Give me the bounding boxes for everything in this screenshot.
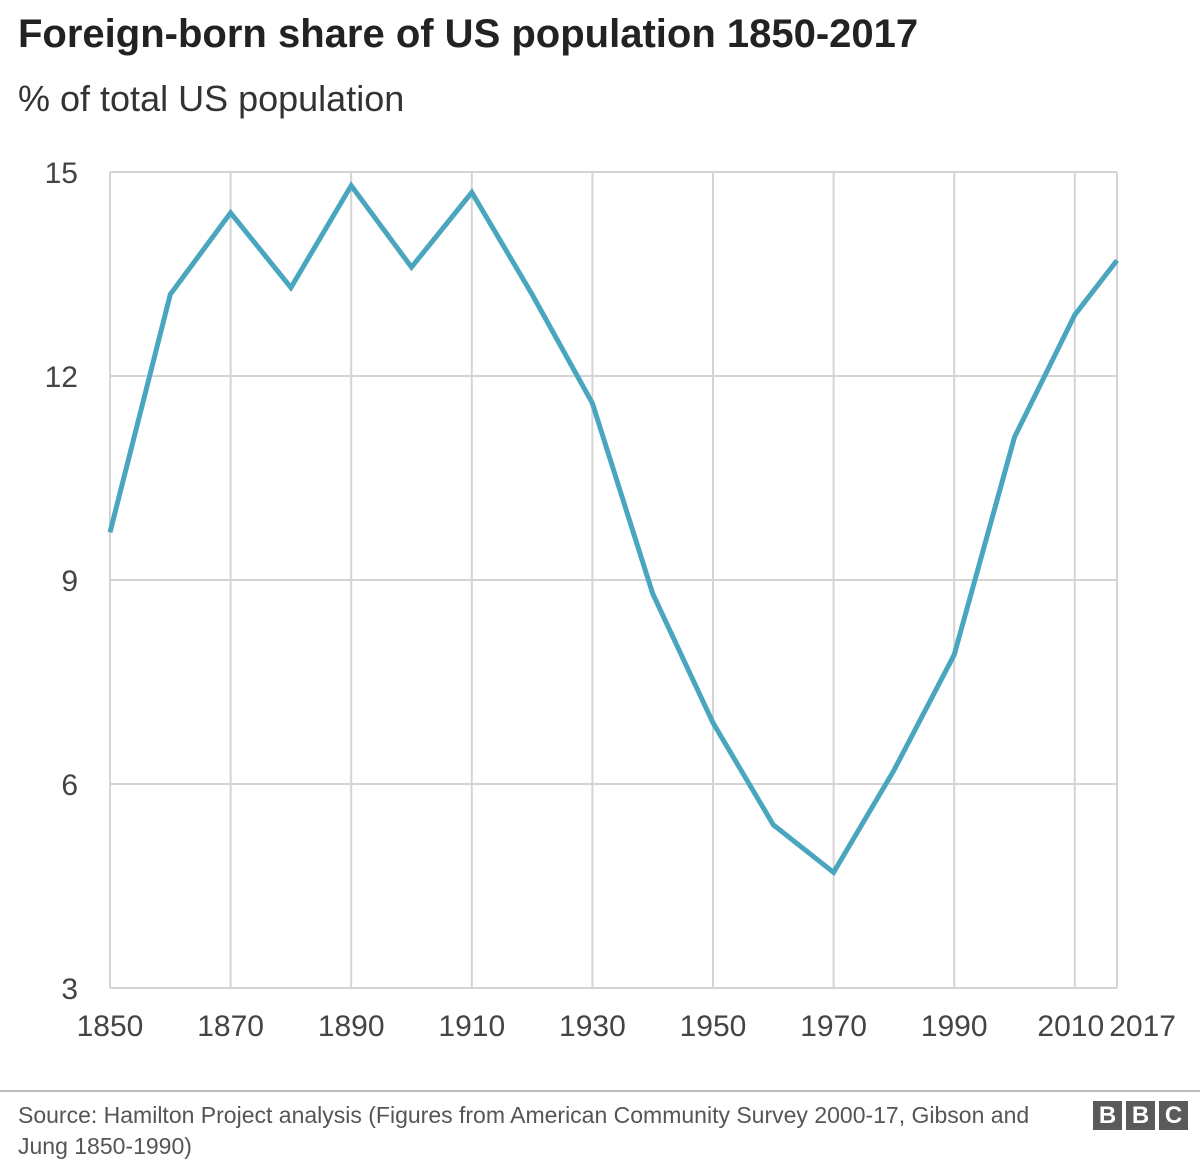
tick-label-layer: 3 6 9 12 15 1850 1870 1890 1910 1930 1950 1970 1990 2… <box>45 157 1176 1043</box>
x-tick-label: 1970 <box>800 1010 867 1043</box>
y-tick-label: 12 <box>45 361 78 394</box>
bbc-logo-letter-3: C <box>1159 1101 1188 1130</box>
chart-subtitle: % of total US population <box>18 78 405 119</box>
line-chart: 3 6 9 12 15 1850 1870 1890 1910 1930 1950 1970 1990 2… <box>45 157 1176 1043</box>
grid-layer <box>109 171 1118 989</box>
chart-title: Foreign-born share of US population 1850… <box>18 12 919 56</box>
series-line-0 <box>107 181 1119 877</box>
x-tick-label: 1910 <box>438 1010 505 1043</box>
x-tick-label: 1990 <box>921 1010 988 1043</box>
x-tick-label: 1870 <box>197 1010 264 1043</box>
source-note: Source: Hamilton Project analysis (Figur… <box>18 1102 1030 1159</box>
x-tick-label: 1890 <box>318 1010 385 1043</box>
y-tick-label: 15 <box>45 157 78 190</box>
bbc-logo: B B C <box>1093 1101 1188 1130</box>
y-tick-label: 6 <box>61 769 78 802</box>
bbc-logo-letter-2: B <box>1126 1101 1155 1130</box>
bbc-logo-letter-1: B <box>1093 1101 1122 1130</box>
x-tick-label: 2010 <box>1037 1010 1104 1043</box>
x-tick-label: 2017 <box>1109 1010 1176 1043</box>
y-tick-label: 9 <box>61 565 78 598</box>
x-tick-label: 1950 <box>680 1010 747 1043</box>
x-tick-label: 1930 <box>559 1010 626 1043</box>
footer-divider <box>0 1090 1200 1092</box>
y-tick-label: 3 <box>61 973 78 1006</box>
x-tick-label: 1850 <box>77 1010 144 1043</box>
series-layer <box>107 181 1119 877</box>
